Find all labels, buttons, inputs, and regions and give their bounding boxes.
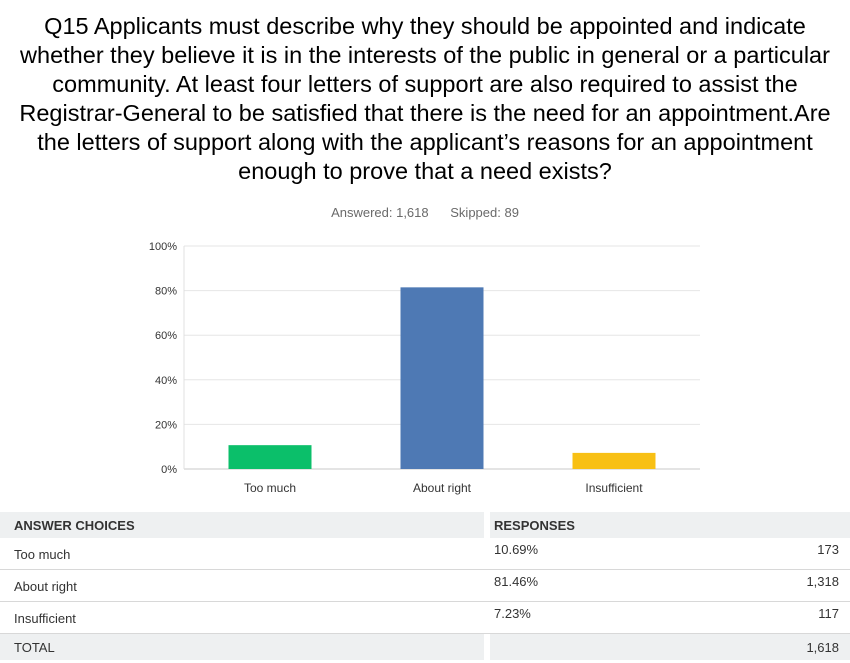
row-percent: 81.46% <box>494 574 539 589</box>
x-category-label: About right <box>413 481 472 495</box>
y-tick-label: 100% <box>149 241 177 253</box>
y-tick-label: 20% <box>155 419 177 431</box>
x-category-label: Too much <box>244 481 296 495</box>
header-responses: RESPONSES <box>494 518 575 533</box>
total-label: TOTAL <box>14 640 55 655</box>
y-tick-label: 0% <box>161 464 177 476</box>
bar <box>400 287 484 469</box>
row-count: 1,318 <box>806 574 839 589</box>
table-header-row: ANSWER CHOICES RESPONSES <box>0 512 850 538</box>
row-choice: Insufficient <box>14 611 76 626</box>
bar <box>228 445 312 469</box>
answered-count: Answered: 1,618 <box>331 205 429 220</box>
x-category-label: Insufficient <box>585 481 643 495</box>
row-choice: About right <box>14 579 77 594</box>
row-count: 117 <box>818 606 839 621</box>
header-answer-choices: ANSWER CHOICES <box>14 518 135 533</box>
bar <box>572 452 656 469</box>
row-count: 173 <box>817 542 839 557</box>
skipped-count: Skipped: 89 <box>450 205 519 220</box>
response-summary: Answered: 1,618 Skipped: 89 <box>0 205 850 220</box>
row-percent: 10.69% <box>494 542 539 557</box>
responses-table: ANSWER CHOICES RESPONSES Too much 10.69%… <box>0 512 850 660</box>
row-percent: 7.23% <box>494 606 531 621</box>
table-row: Insufficient 7.23% 117 <box>0 602 850 634</box>
question-title: Q15 Applicants must describe why they sh… <box>19 13 831 184</box>
y-tick-label: 80% <box>155 286 177 298</box>
table-row: Too much 10.69% 173 <box>0 538 850 570</box>
total-count: 1,618 <box>806 640 839 655</box>
table-row: About right 81.46% 1,318 <box>0 570 850 602</box>
bar-chart: 0% 20% 40% 60% 80% 100% Too much About right Ins… <box>149 241 700 495</box>
y-tick-label: 60% <box>155 330 177 342</box>
y-tick-label: 40% <box>155 375 177 387</box>
table-total-row: TOTAL 1,618 <box>0 634 850 660</box>
row-choice: Too much <box>14 547 71 562</box>
